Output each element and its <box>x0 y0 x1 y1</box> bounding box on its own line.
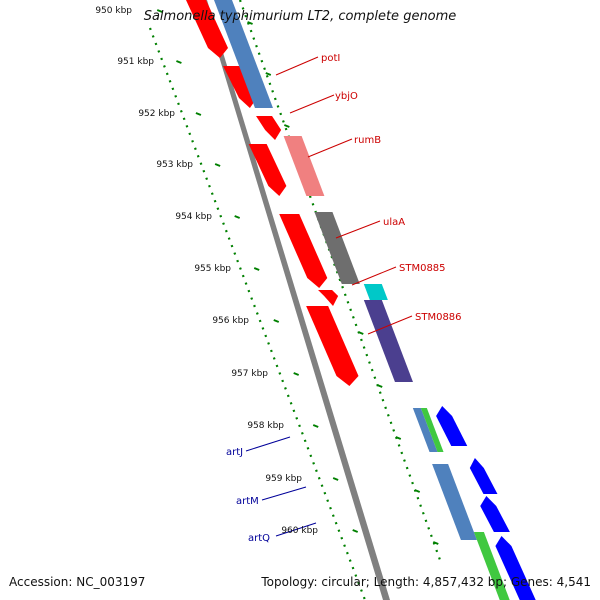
leader-artQ <box>275 522 317 537</box>
gene-label-ybjO: ybjO <box>335 91 358 102</box>
scale-tick-right-0 <box>247 21 253 25</box>
cog-band-STM0885 <box>363 284 388 300</box>
tick-label-952: 952 kbp <box>138 109 175 119</box>
gene-label-ulaA: ulaA <box>383 217 405 228</box>
gene-arrow-artJ <box>436 406 468 446</box>
tick-label-951: 951 kbp <box>117 57 154 67</box>
cog-band-artQ-green <box>473 532 510 600</box>
gene-label-potI: potI <box>321 53 340 64</box>
cog-band-artJ <box>412 408 438 452</box>
scale-tick-left-4 <box>234 215 241 219</box>
scale-tick-left-2 <box>195 112 202 116</box>
scale-tick-left-0 <box>156 9 163 13</box>
gene-label-artQ: artQ <box>248 533 270 544</box>
leader-potI <box>275 56 319 76</box>
gene-arrow-ybjO <box>256 116 282 140</box>
leader-artJ <box>245 436 291 452</box>
scale-tick-left-3 <box>214 163 221 167</box>
gene-label-rumB: rumB <box>354 135 381 146</box>
gene-arrow-ulaA <box>279 214 328 288</box>
scale-tick-right-7 <box>376 384 383 388</box>
scale-tick-left-7 <box>293 372 300 376</box>
scale-tick-left-9 <box>332 477 339 481</box>
map-title: Salmonella typhimurium LT2, complete gen… <box>143 9 457 24</box>
gene-arrow-artM <box>469 458 498 494</box>
gene-arrow-potI-b <box>223 66 257 108</box>
gene-label-STM0886: STM0886 <box>415 312 462 323</box>
tick-label-958: 958 kbp <box>247 421 284 431</box>
leader-STM0885 <box>351 266 397 286</box>
scale-tick-left-1 <box>176 60 182 64</box>
gene-arrow-potI-a <box>186 0 229 58</box>
leader-STM0886 <box>367 315 413 335</box>
genome-backbone <box>202 0 390 600</box>
tick-label-954: 954 kbp <box>175 212 212 222</box>
scale-tick-right-1 <box>265 72 272 76</box>
gene-label-artJ: artJ <box>226 447 243 458</box>
scale-tick-left-6 <box>273 319 280 323</box>
scale-tick-right-8 <box>395 436 402 440</box>
leader-rumB <box>307 138 353 158</box>
scale-tick-right-6 <box>357 331 364 335</box>
tick-label-957: 957 kbp <box>231 369 268 379</box>
accession-text: Accession: NC_003197 <box>9 575 146 589</box>
scale-dotted-line-left <box>148 27 367 600</box>
scale-tick-right-2 <box>283 124 290 128</box>
cog-band-artM <box>432 464 477 540</box>
cog-band-artJ-green <box>420 408 444 452</box>
gene-label-artM: artM <box>236 496 259 507</box>
scale-tick-right-10 <box>432 541 439 545</box>
tick-label-960: 960 kbp <box>281 526 318 536</box>
gene-arrow-ulaA-end <box>318 290 339 306</box>
gene-arrow-artQ <box>495 536 536 600</box>
leader-artM <box>261 486 307 501</box>
tick-label-956: 956 kbp <box>212 316 249 326</box>
cog-band-potI <box>214 0 273 108</box>
tick-label-955: 955 kbp <box>194 264 231 274</box>
gene-label-STM0885: STM0885 <box>399 263 446 274</box>
scale-tick-left-10 <box>352 529 359 533</box>
scale-tick-right-9 <box>414 489 421 493</box>
cog-band-STM0886 <box>363 300 413 382</box>
leader-ybjO <box>289 94 335 114</box>
scale-tick-left-5 <box>253 267 260 271</box>
genome-summary-text: Topology: circular; Length: 4,857,432 bp… <box>261 575 591 589</box>
gene-arrow-STM0885 <box>306 306 359 386</box>
tick-label-959: 959 kbp <box>265 474 302 484</box>
leader-ulaA <box>335 220 381 239</box>
cog-band-rumB <box>283 136 325 196</box>
scale-tick-left-8 <box>312 424 319 428</box>
tick-label-950: 950 kbp <box>95 6 132 16</box>
tick-label-953: 953 kbp <box>156 160 193 170</box>
gene-arrow-rumB <box>248 144 287 196</box>
gene-arrow-artM-b <box>480 496 510 532</box>
cog-band-ulaA <box>314 212 360 284</box>
